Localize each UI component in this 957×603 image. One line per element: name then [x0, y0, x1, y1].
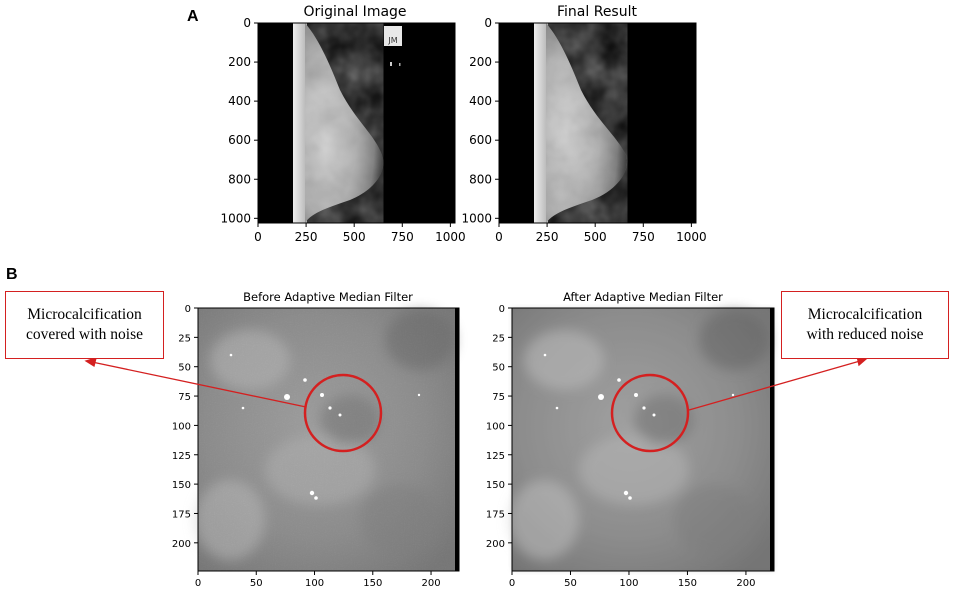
arrow-after	[688, 360, 861, 411]
callout-before-line-1: Microcalcification	[27, 306, 142, 323]
panel-b-letter: B	[6, 266, 18, 283]
a-left-ytick-4: 800	[228, 172, 251, 186]
arrow-before	[91, 361, 307, 408]
a-left-xtick-1: 250	[295, 230, 318, 244]
b-right-ytick-0: 0	[499, 304, 505, 315]
panel-b-right-plot: After Adaptive Median Filter 0 25 50 75 100	[486, 290, 775, 589]
highlight-circle-after	[610, 373, 690, 453]
b-right-ytick-1: 25	[492, 333, 505, 344]
a-left-ytick-5: 1000	[220, 211, 251, 225]
b-left-ytick-7: 175	[172, 509, 191, 520]
a-left-ytick-1: 200	[228, 55, 251, 69]
b-left-ytick-4: 100	[172, 421, 191, 432]
microcalcifications-before	[229, 353, 421, 500]
b-right-ytick-2: 50	[492, 363, 505, 374]
a-left-xtick-3: 750	[391, 230, 414, 244]
a-left-xtick-2: 500	[343, 230, 366, 244]
a-left-ytick-0: 0	[243, 16, 251, 30]
b-left-xtick-0: 0	[195, 578, 201, 589]
b-left-ytick-8: 200	[172, 539, 191, 550]
a-left-ytick-3: 600	[228, 133, 251, 147]
b-right-ytick-7: 175	[486, 509, 505, 520]
panel-a-left-title: Original Image	[303, 4, 406, 20]
breast-tissue-final	[546, 23, 628, 223]
a-left-xtick-0: 0	[254, 230, 262, 244]
marker-label-text: JM	[387, 36, 397, 45]
panel-b-left-title: Before Adaptive Median Filter	[243, 290, 413, 304]
callout-before-line-2: covered with noise	[25, 326, 144, 343]
arrow-before-head	[84, 357, 97, 368]
a-right-xtick-0: 0	[495, 230, 503, 244]
a-right-ytick-3: 600	[469, 133, 492, 147]
a-right-ytick-5: 1000	[461, 211, 492, 225]
b-right-ytick-8: 200	[486, 539, 505, 550]
callout-before: Microcalcification covered with noise	[5, 291, 164, 359]
b-left-ytick-3: 75	[178, 392, 191, 403]
a-right-ytick-2: 400	[469, 94, 492, 108]
b-right-ytick-5: 125	[486, 451, 505, 462]
panel-b-right-xticks: 0 50 100 150 200	[509, 571, 755, 589]
b-left-ytick-2: 50	[178, 363, 191, 374]
b-right-xtick-1: 50	[564, 578, 577, 589]
callout-after-line-2: with reduced noise	[806, 326, 924, 343]
a-right-xtick-4: 1000	[676, 230, 707, 244]
b-right-xtick-3: 150	[678, 578, 697, 589]
b-right-xtick-4: 200	[736, 578, 755, 589]
panel-b-right-title: After Adaptive Median Filter	[563, 290, 723, 304]
microcalcifications-after	[543, 353, 735, 500]
marker-label	[384, 26, 402, 46]
b-right-xtick-2: 100	[619, 578, 638, 589]
highlight-circle-before	[303, 373, 383, 453]
b-left-ytick-6: 150	[172, 480, 191, 491]
panel-a-left-plot: Original Image JM 0 200 400 600 800 1000 0 250…	[220, 4, 465, 244]
a-left-ytick-2: 400	[228, 94, 251, 108]
panel-a-right-yticks: 0 200 400 600 800 1000	[461, 16, 499, 225]
b-left-ytick-5: 125	[172, 451, 191, 462]
b-left-ytick-0: 0	[185, 304, 191, 315]
panel-a-letter: A	[187, 8, 199, 25]
panel-b-right-yticks: 0 25 50 75 100 125 150 175 200	[486, 304, 512, 550]
b-right-xtick-0: 0	[509, 578, 515, 589]
a-right-xtick-1: 250	[536, 230, 559, 244]
panel-a-right-xticks: 0 250 500 750 1000	[495, 223, 707, 244]
panel-a-left-yticks: 0 200 400 600 800 1000	[220, 16, 258, 225]
b-right-ytick-3: 75	[492, 392, 505, 403]
b-right-ytick-4: 100	[486, 421, 505, 432]
b-left-xtick-3: 150	[363, 578, 382, 589]
b-left-xtick-1: 50	[250, 578, 263, 589]
panel-a-right-title: Final Result	[557, 4, 637, 20]
b-right-ytick-6: 150	[486, 480, 505, 491]
panel-a-left-xticks: 0 250 500 750 1000	[254, 223, 466, 244]
breast-tissue-original	[305, 23, 384, 223]
b-left-ytick-1: 25	[178, 333, 191, 344]
a-right-ytick-0: 0	[484, 16, 492, 30]
b-left-xtick-2: 100	[305, 578, 324, 589]
a-right-xtick-2: 500	[584, 230, 607, 244]
a-right-ytick-1: 200	[469, 55, 492, 69]
a-right-xtick-3: 750	[632, 230, 655, 244]
b-left-xtick-4: 200	[421, 578, 440, 589]
a-right-ytick-4: 800	[469, 172, 492, 186]
callout-after: Microcalcification with reduced noise	[781, 291, 949, 359]
panel-b-left-yticks: 0 25 50 75 100 125 150 175 200	[172, 304, 198, 550]
panel-a-right-plot: Final Result 0 200 400 600 800 1000 0 250 500 75…	[461, 4, 706, 244]
a-left-xtick-4: 1000	[435, 230, 466, 244]
panel-b-left-xticks: 0 50 100 150 200	[195, 571, 441, 589]
callout-arrows	[84, 355, 868, 411]
callout-after-line-1: Microcalcification	[807, 306, 923, 323]
